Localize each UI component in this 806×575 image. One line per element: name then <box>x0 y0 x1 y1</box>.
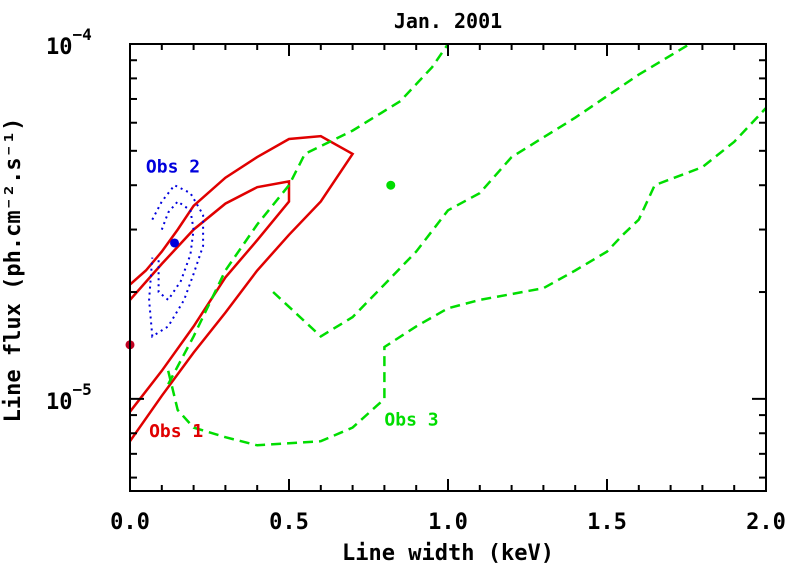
contour-series-1-1 <box>130 134 355 442</box>
y-tick-label-2: 10−4 <box>46 25 92 60</box>
best-fit-point-series-2 <box>170 238 180 248</box>
label-series-1: Obs 1 <box>149 421 203 442</box>
series-3-group <box>166 44 766 447</box>
chart-title: Jan. 2001 <box>394 9 502 33</box>
x-tick-label-1: 0.0 <box>110 510 150 535</box>
x-tick-label-3: 1.0 <box>428 510 468 535</box>
x-tick-label-2: 0.5 <box>269 510 309 535</box>
series-2-group <box>148 183 205 339</box>
contour-series-1-2 <box>130 179 291 413</box>
contour-series-3-3 <box>272 44 691 338</box>
contour-series-2-2 <box>157 200 195 302</box>
label-series-3: Obs 3 <box>384 410 438 431</box>
plot-frame <box>129 43 767 492</box>
y-tick-label-1: 10−5 <box>46 380 92 415</box>
contour-series-2-1 <box>148 183 205 339</box>
plot-area: Obs 1 Obs 2 Obs 3 0.0 0.5 1.0 1.5 2.0 10−5 10−4 <box>46 25 786 535</box>
y-axis-label: Line flux (ph.cm⁻².s⁻¹) <box>1 118 26 423</box>
contour-series-3-1 <box>167 44 450 385</box>
label-series-2: Obs 2 <box>146 156 200 177</box>
x-tick-label-4: 1.5 <box>587 510 627 535</box>
best-fit-point-series-3 <box>386 180 396 190</box>
x-tick-label-5: 2.0 <box>746 510 786 535</box>
x-axis-label: Line width (keV) <box>342 541 554 566</box>
contour-series-3-2 <box>166 107 766 447</box>
series-1-group <box>130 134 355 442</box>
